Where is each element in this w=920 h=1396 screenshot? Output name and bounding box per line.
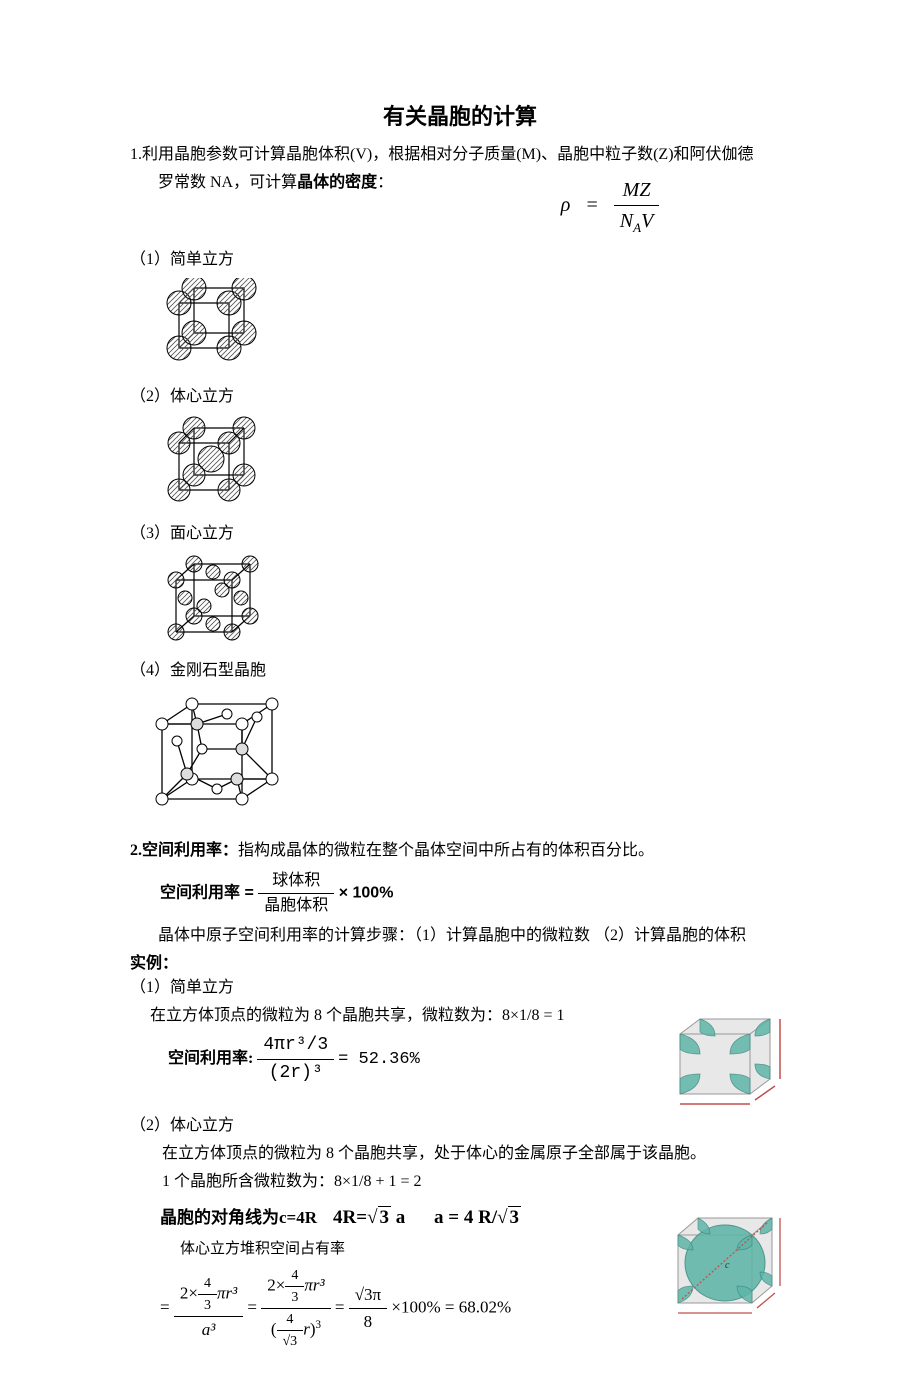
item1-label: （1）简单立方 [130,248,790,272]
case2-line1: 在立方体顶点的微粒为 8 个晶胞共享，处于体心的金属原子全部属于该晶胞。 [130,1142,790,1166]
body-centered-diagram [154,415,274,510]
case1-den: (2r)³ [257,1060,334,1087]
case1-label: （1）简单立方 [130,976,790,1000]
svg-text:c: c [725,1260,730,1271]
util-num: 球体积 [258,869,334,894]
face-centered-diagram [154,552,274,647]
density-formula: ρ = MZ NAV [430,175,790,238]
bcc-f2-den: (4√3r)3 [261,1309,330,1352]
density-num: MZ [614,175,660,206]
case2-label: （2）体心立方 [130,1114,790,1138]
bcc-f3-num: √3π [349,1282,387,1309]
case1-line1: 在立方体顶点的微粒为 8 个晶胞共享，微粒数为：8×1/8 = 1 [130,1004,650,1028]
calc-steps: 晶体中原子空间利用率的计算步骤：（1）计算晶胞中的微粒数 （2）计算晶胞的体积 [130,924,790,948]
bcc-rate-label: 体心立方堆积空间占有率 [130,1238,650,1261]
util-den: 晶胞体积 [258,894,334,918]
sec1-intro-line1: 1.利用晶胞参数可计算晶胞体积(V)，根据相对分子质量(M)、晶胞中粒子数(Z)… [130,143,790,167]
utilization-formula: 空间利用率 = 球体积 晶胞体积 × 100% [160,869,790,918]
bcc-final-pct: ×100% = 68.02% [391,1297,511,1316]
diag-b: 4R=√3 a [333,1206,410,1228]
bcc-f1-num: 2×43πr³ [174,1273,243,1317]
simple-cubic-diagram [154,278,274,373]
case2-line2: 1 个晶胞所含微粒数为：8×1/8 + 1 = 2 [130,1170,790,1194]
example-head: 实例： [130,952,790,976]
bcc-formula: = 2×43πr³ a³ = 2×43πr³ (4√3r)3 = √3π 8 [160,1265,650,1352]
eq-symbol: = [585,194,599,216]
util-label: 空间利用率 = [160,884,258,901]
sec1-intro-line2a: 罗常数 NA，可计算 [158,174,297,191]
diag-c: a = 4 R/√3 [434,1206,521,1228]
page-title: 有关晶胞的计算 [130,100,790,133]
case1-num: 4πr³/3 [257,1032,334,1060]
diamond-diagram [142,689,292,819]
sec1-intro-bold: 晶体的密度 [297,174,377,191]
util-pct: × 100% [339,884,394,901]
case2-3d-icon: c [660,1198,790,1328]
sec2-num: 2. [130,842,142,859]
case1-result: = 52.36% [338,1050,420,1069]
density-den: NAV [614,206,660,238]
item4-label: （4）金刚石型晶胞 [130,659,790,683]
diagonal-line: 晶胞的对角线为c=4R 4R=√3 a a = 4 R/√3 [130,1204,650,1233]
bcc-f1-den: a³ [174,1317,243,1343]
case1-3d-icon [660,1004,790,1114]
rho-symbol: ρ [561,194,571,216]
sec2-term: 空间利用率： [142,842,238,859]
item2-label: （2）体心立方 [130,385,790,409]
case1-formula-label: 空间利用率: [168,1050,253,1067]
item3-label: （3）面心立方 [130,522,790,546]
sec2-desc: 指构成晶体的微粒在整个晶体空间中所占有的体积百分比。 [238,842,654,859]
sec2-head: 2.空间利用率：指构成晶体的微粒在整个晶体空间中所占有的体积百分比。 [130,839,790,863]
sec1-intro-colon: ： [377,174,393,191]
diag-a: 晶胞的对角线为c=4R [160,1208,317,1227]
case1-formula: 空间利用率: 4πr³/3 (2r)³ = 52.36% [130,1032,650,1087]
bcc-f3-den: 8 [349,1309,387,1335]
